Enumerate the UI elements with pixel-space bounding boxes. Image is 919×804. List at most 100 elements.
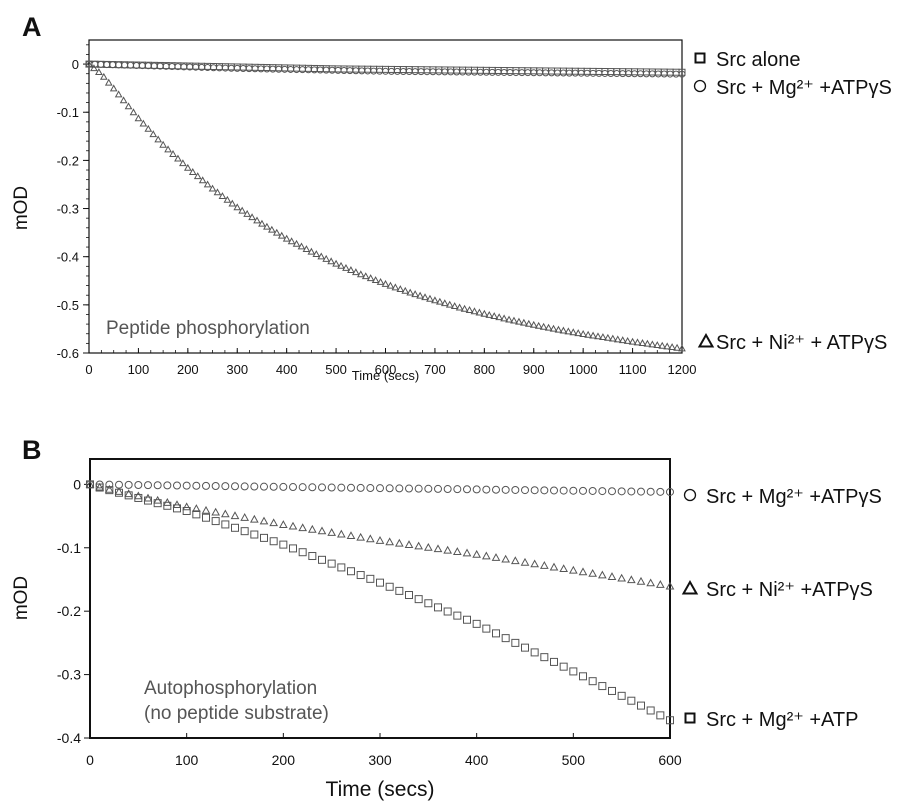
data-point bbox=[613, 70, 621, 78]
data-point bbox=[453, 68, 461, 76]
data-point bbox=[598, 487, 607, 496]
series-circle bbox=[85, 60, 686, 78]
data-point bbox=[628, 337, 637, 345]
data-point bbox=[395, 484, 404, 493]
data-point bbox=[482, 485, 491, 494]
data-point bbox=[550, 486, 558, 495]
data-point bbox=[173, 481, 181, 490]
series-circle bbox=[86, 480, 674, 496]
x-tick-label: 200 bbox=[272, 752, 296, 768]
data-point bbox=[221, 482, 230, 491]
data-point bbox=[406, 288, 415, 296]
data-point bbox=[633, 338, 642, 346]
data-point bbox=[332, 259, 340, 267]
data-point bbox=[366, 274, 375, 282]
legend-item: Src + Ni²⁺ +ATPγS bbox=[681, 579, 873, 601]
data-point bbox=[571, 69, 579, 77]
x-tick-label: 600 bbox=[375, 362, 397, 377]
data-point bbox=[173, 504, 181, 513]
data-point bbox=[263, 222, 271, 230]
x-tick-label: 600 bbox=[658, 752, 682, 768]
plot-frame bbox=[88, 39, 683, 354]
data-point bbox=[658, 341, 667, 349]
data-point bbox=[124, 491, 133, 500]
data-point bbox=[95, 482, 105, 491]
data-point bbox=[429, 68, 437, 76]
data-point bbox=[648, 70, 656, 78]
data-point bbox=[346, 67, 354, 75]
data-point bbox=[643, 339, 652, 347]
legend-label: Src + Ni²⁺ + ATPγS bbox=[716, 332, 887, 354]
data-point bbox=[317, 526, 327, 535]
data-point bbox=[521, 643, 529, 652]
data-point bbox=[381, 279, 390, 287]
data-point bbox=[304, 66, 312, 74]
data-point bbox=[544, 323, 553, 331]
data-point bbox=[648, 340, 657, 348]
data-point bbox=[192, 481, 201, 490]
series-triangle bbox=[85, 60, 686, 352]
data-point bbox=[272, 228, 281, 236]
data-point bbox=[431, 296, 439, 304]
y-tick-label: -0.1 bbox=[57, 540, 81, 556]
data-point bbox=[465, 306, 474, 313]
data-point bbox=[114, 90, 123, 98]
data-point bbox=[462, 548, 472, 557]
data-point bbox=[124, 489, 134, 498]
y-tick-label: -0.4 bbox=[57, 250, 79, 265]
data-point bbox=[666, 70, 674, 78]
data-point bbox=[269, 65, 277, 73]
data-point bbox=[278, 520, 288, 528]
data-point bbox=[240, 513, 250, 521]
data-point bbox=[608, 487, 616, 496]
data-point bbox=[574, 329, 583, 337]
legend-label: Src + Mg²⁺ +ATPγS bbox=[706, 486, 882, 508]
data-point bbox=[465, 68, 473, 76]
data-point bbox=[386, 281, 395, 289]
data-point bbox=[443, 545, 453, 554]
data-point bbox=[365, 534, 375, 543]
data-point bbox=[505, 315, 513, 323]
data-point bbox=[144, 481, 152, 490]
data-point bbox=[396, 285, 405, 293]
data-point bbox=[327, 528, 337, 536]
data-point bbox=[153, 481, 162, 490]
data-point bbox=[115, 61, 123, 69]
data-point bbox=[626, 575, 636, 584]
data-point bbox=[211, 517, 220, 526]
data-point bbox=[376, 484, 384, 493]
data-point bbox=[501, 554, 511, 563]
data-point bbox=[288, 521, 298, 530]
x-tick-label: 1100 bbox=[619, 362, 647, 377]
data-point bbox=[347, 483, 355, 492]
data-point bbox=[627, 487, 636, 496]
data-point bbox=[240, 527, 249, 536]
data-point bbox=[607, 69, 615, 77]
data-point bbox=[520, 557, 530, 566]
data-point bbox=[583, 69, 591, 77]
data-point bbox=[470, 68, 478, 76]
data-point bbox=[97, 60, 105, 68]
data-point bbox=[182, 502, 192, 511]
data-point bbox=[524, 69, 532, 77]
data-point bbox=[494, 68, 502, 76]
data-point bbox=[124, 480, 133, 489]
data-point bbox=[637, 487, 645, 496]
data-point bbox=[322, 254, 331, 262]
data-point bbox=[347, 266, 355, 273]
data-point bbox=[627, 696, 636, 705]
data-point bbox=[267, 225, 276, 233]
data-point bbox=[95, 68, 103, 75]
data-point bbox=[424, 484, 433, 493]
y-tick-label: -0.5 bbox=[57, 298, 79, 313]
x-tick-label: 400 bbox=[465, 752, 489, 768]
data-point bbox=[277, 231, 286, 239]
data-point bbox=[134, 493, 143, 502]
data-point bbox=[337, 483, 346, 492]
data-point bbox=[401, 286, 410, 294]
data-point bbox=[352, 67, 360, 75]
data-point bbox=[530, 559, 540, 568]
data-point bbox=[105, 480, 114, 489]
legend-label: Src + Mg²⁺ +ATP bbox=[706, 709, 858, 731]
data-point bbox=[317, 252, 326, 260]
